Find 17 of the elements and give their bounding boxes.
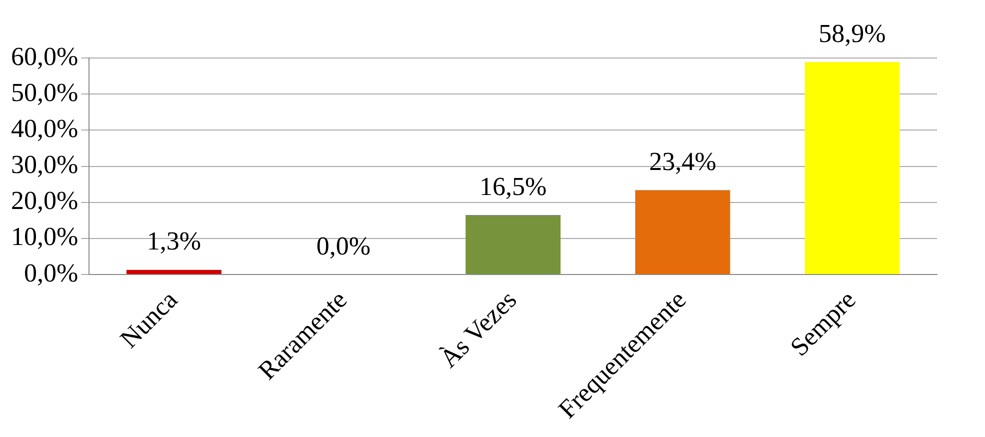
bar: [466, 214, 561, 274]
y-tick-label: 50,0%: [10, 78, 78, 107]
data-label: 16,5%: [479, 172, 547, 201]
y-tick-label: 60,0%: [10, 42, 78, 71]
y-tick-label: 10,0%: [10, 222, 78, 252]
y-tick-label: 30,0%: [10, 150, 78, 180]
bar: [804, 62, 900, 274]
bar: [126, 270, 222, 274]
y-tick-label: 20,0%: [10, 186, 78, 216]
data-label: 0,0%: [316, 231, 371, 260]
y-tick-label: 0,0%: [24, 258, 78, 288]
data-label: 1,3%: [146, 226, 202, 256]
y-tick-label: 40,0%: [10, 114, 78, 143]
data-label: 58,9%: [818, 18, 886, 48]
data-label: 23,4%: [649, 146, 716, 176]
bar: [635, 190, 730, 274]
x-tick-label: Às Vezes: [434, 285, 522, 374]
